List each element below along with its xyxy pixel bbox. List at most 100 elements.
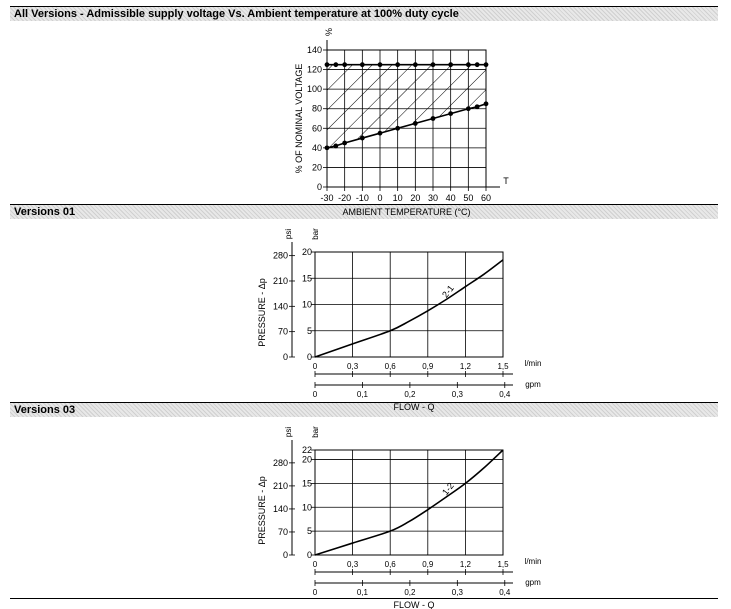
gpm-tick-label: 0,4 <box>499 390 511 399</box>
data-point <box>395 125 401 131</box>
psi-tick-label: 140 <box>273 301 288 311</box>
bar-tick-label: 5 <box>307 526 312 536</box>
section-title: All Versions - Admissible supply voltage… <box>14 8 459 20</box>
x-tick-label: -20 <box>338 193 351 203</box>
data-point <box>483 62 489 68</box>
data-point <box>359 135 365 141</box>
data-point <box>430 116 436 121</box>
bar-tick-label: 20 <box>302 247 312 257</box>
data-point <box>474 62 480 68</box>
x-axis-title: AMBIENT TEMPERATURE (°C) <box>342 207 470 217</box>
bottom-rule <box>10 598 718 599</box>
x-tick-label: -10 <box>356 193 369 203</box>
data-point <box>430 62 436 68</box>
section-title: Versions 03 <box>14 404 76 416</box>
lpm-tick-label: 0,3 <box>347 560 359 569</box>
data-point <box>465 106 471 112</box>
lpm-tick-label: 0,6 <box>385 560 397 569</box>
psi-tick-label: 0 <box>283 550 288 560</box>
lpm-tick-label: 0,9 <box>422 362 434 371</box>
y-tick-label: 80 <box>312 104 322 114</box>
bar-tick-label: 22 <box>302 445 312 455</box>
data-point <box>465 62 471 68</box>
pressure-curve <box>314 259 504 358</box>
lpm-tick-label: 1,5 <box>497 560 509 569</box>
curve-label: 2-1 <box>440 283 456 299</box>
psi-unit-label: psi <box>284 427 293 437</box>
bar-tick-label: 0 <box>307 352 312 362</box>
lpm-tick-label: 0,6 <box>385 362 397 371</box>
y-tick-label: 100 <box>307 84 322 94</box>
gpm-tick-label: 0,3 <box>452 588 464 597</box>
data-point <box>333 62 339 68</box>
data-point <box>448 111 454 117</box>
data-point <box>359 62 365 68</box>
lpm-tick-label: 0,9 <box>422 560 434 569</box>
psi-tick-label: 280 <box>273 251 288 261</box>
voltage-temperature-chart: 0 20 40 60 80 100 120 140 -30 -20 -10 0 10 20 30 40 50 60… <box>294 28 509 217</box>
psi-unit-label: psi <box>284 229 293 239</box>
gpm-tick-label: 0,1 <box>357 390 369 399</box>
bar-tick-label: 5 <box>307 326 312 336</box>
lpm-unit-label: l/min <box>525 359 542 368</box>
psi-tick-label: 140 <box>273 504 288 514</box>
data-point <box>448 62 454 68</box>
psi-tick-label: 280 <box>273 458 288 468</box>
x-tick-label: 20 <box>410 193 420 203</box>
x-axis-title: FLOW - Q <box>394 600 435 609</box>
x-tick-label: 0 <box>377 193 382 203</box>
psi-tick-label: 70 <box>278 327 288 337</box>
gpm-tick-label: 0,2 <box>404 588 416 597</box>
gpm-tick-label: 0,4 <box>499 588 511 597</box>
plot-frame <box>314 449 504 556</box>
bar-tick-label: 0 <box>307 550 312 560</box>
section-title: Versions 01 <box>14 206 76 218</box>
y-tick-label: 140 <box>307 45 322 55</box>
bar-unit-label: bar <box>311 228 320 240</box>
data-point <box>324 145 330 151</box>
data-point <box>395 62 401 68</box>
gpm-unit-label: gpm <box>525 380 541 389</box>
x-unit-label: T <box>503 176 509 186</box>
psi-tick-label: 0 <box>283 352 288 362</box>
x-tick-label: -30 <box>320 193 333 203</box>
data-point <box>342 62 348 68</box>
pressure-curve <box>314 449 504 556</box>
psi-tick-label: 210 <box>273 481 288 491</box>
admissible-region <box>327 64 486 148</box>
gpm-tick-label: 0 <box>313 588 318 597</box>
bar-tick-label: 15 <box>302 273 312 283</box>
gpm-tick-label: 0 <box>313 390 318 399</box>
data-point <box>377 130 383 136</box>
versions-01-pressure-chart: 0 5 10 15 20 0 70 140 210 280 psi bar PRESSURE - Δp 0… <box>257 228 542 412</box>
y-tick-label: 120 <box>307 65 322 75</box>
lpm-unit-label: l/min <box>525 557 542 566</box>
y-axis-title: PRESSURE - Δp <box>257 278 267 347</box>
lpm-tick-label: 0,3 <box>347 362 359 371</box>
section-header-versions-03: Versions 03 <box>10 402 718 417</box>
lpm-tick-label: 1,2 <box>460 560 472 569</box>
y-tick-label: 20 <box>312 162 322 172</box>
lpm-tick-label: 0 <box>313 362 318 371</box>
data-point <box>377 62 383 68</box>
y-axis-title: PRESSURE - Δp <box>257 476 267 545</box>
y-axis-title: % OF NOMINAL VOLTAGE <box>294 64 304 174</box>
x-tick-label: 50 <box>463 193 473 203</box>
y-tick-label: 60 <box>312 123 322 133</box>
lpm-tick-label: 1,5 <box>497 362 509 371</box>
y-unit-label: % <box>324 28 334 36</box>
data-point <box>412 62 418 68</box>
bar-tick-label: 15 <box>302 478 312 488</box>
x-tick-label: 10 <box>393 193 403 203</box>
section-header-versions-01: Versions 01 <box>10 204 718 219</box>
data-point <box>324 62 330 68</box>
psi-tick-label: 210 <box>273 276 288 286</box>
bar-tick-label: 10 <box>302 502 312 512</box>
data-point <box>333 143 339 149</box>
x-axis-title: FLOW - Q <box>394 402 435 412</box>
gpm-tick-label: 0,2 <box>404 390 416 399</box>
gpm-tick-label: 0,3 <box>452 390 464 399</box>
bar-unit-label: bar <box>311 426 320 438</box>
bar-tick-label: 20 <box>302 455 312 465</box>
